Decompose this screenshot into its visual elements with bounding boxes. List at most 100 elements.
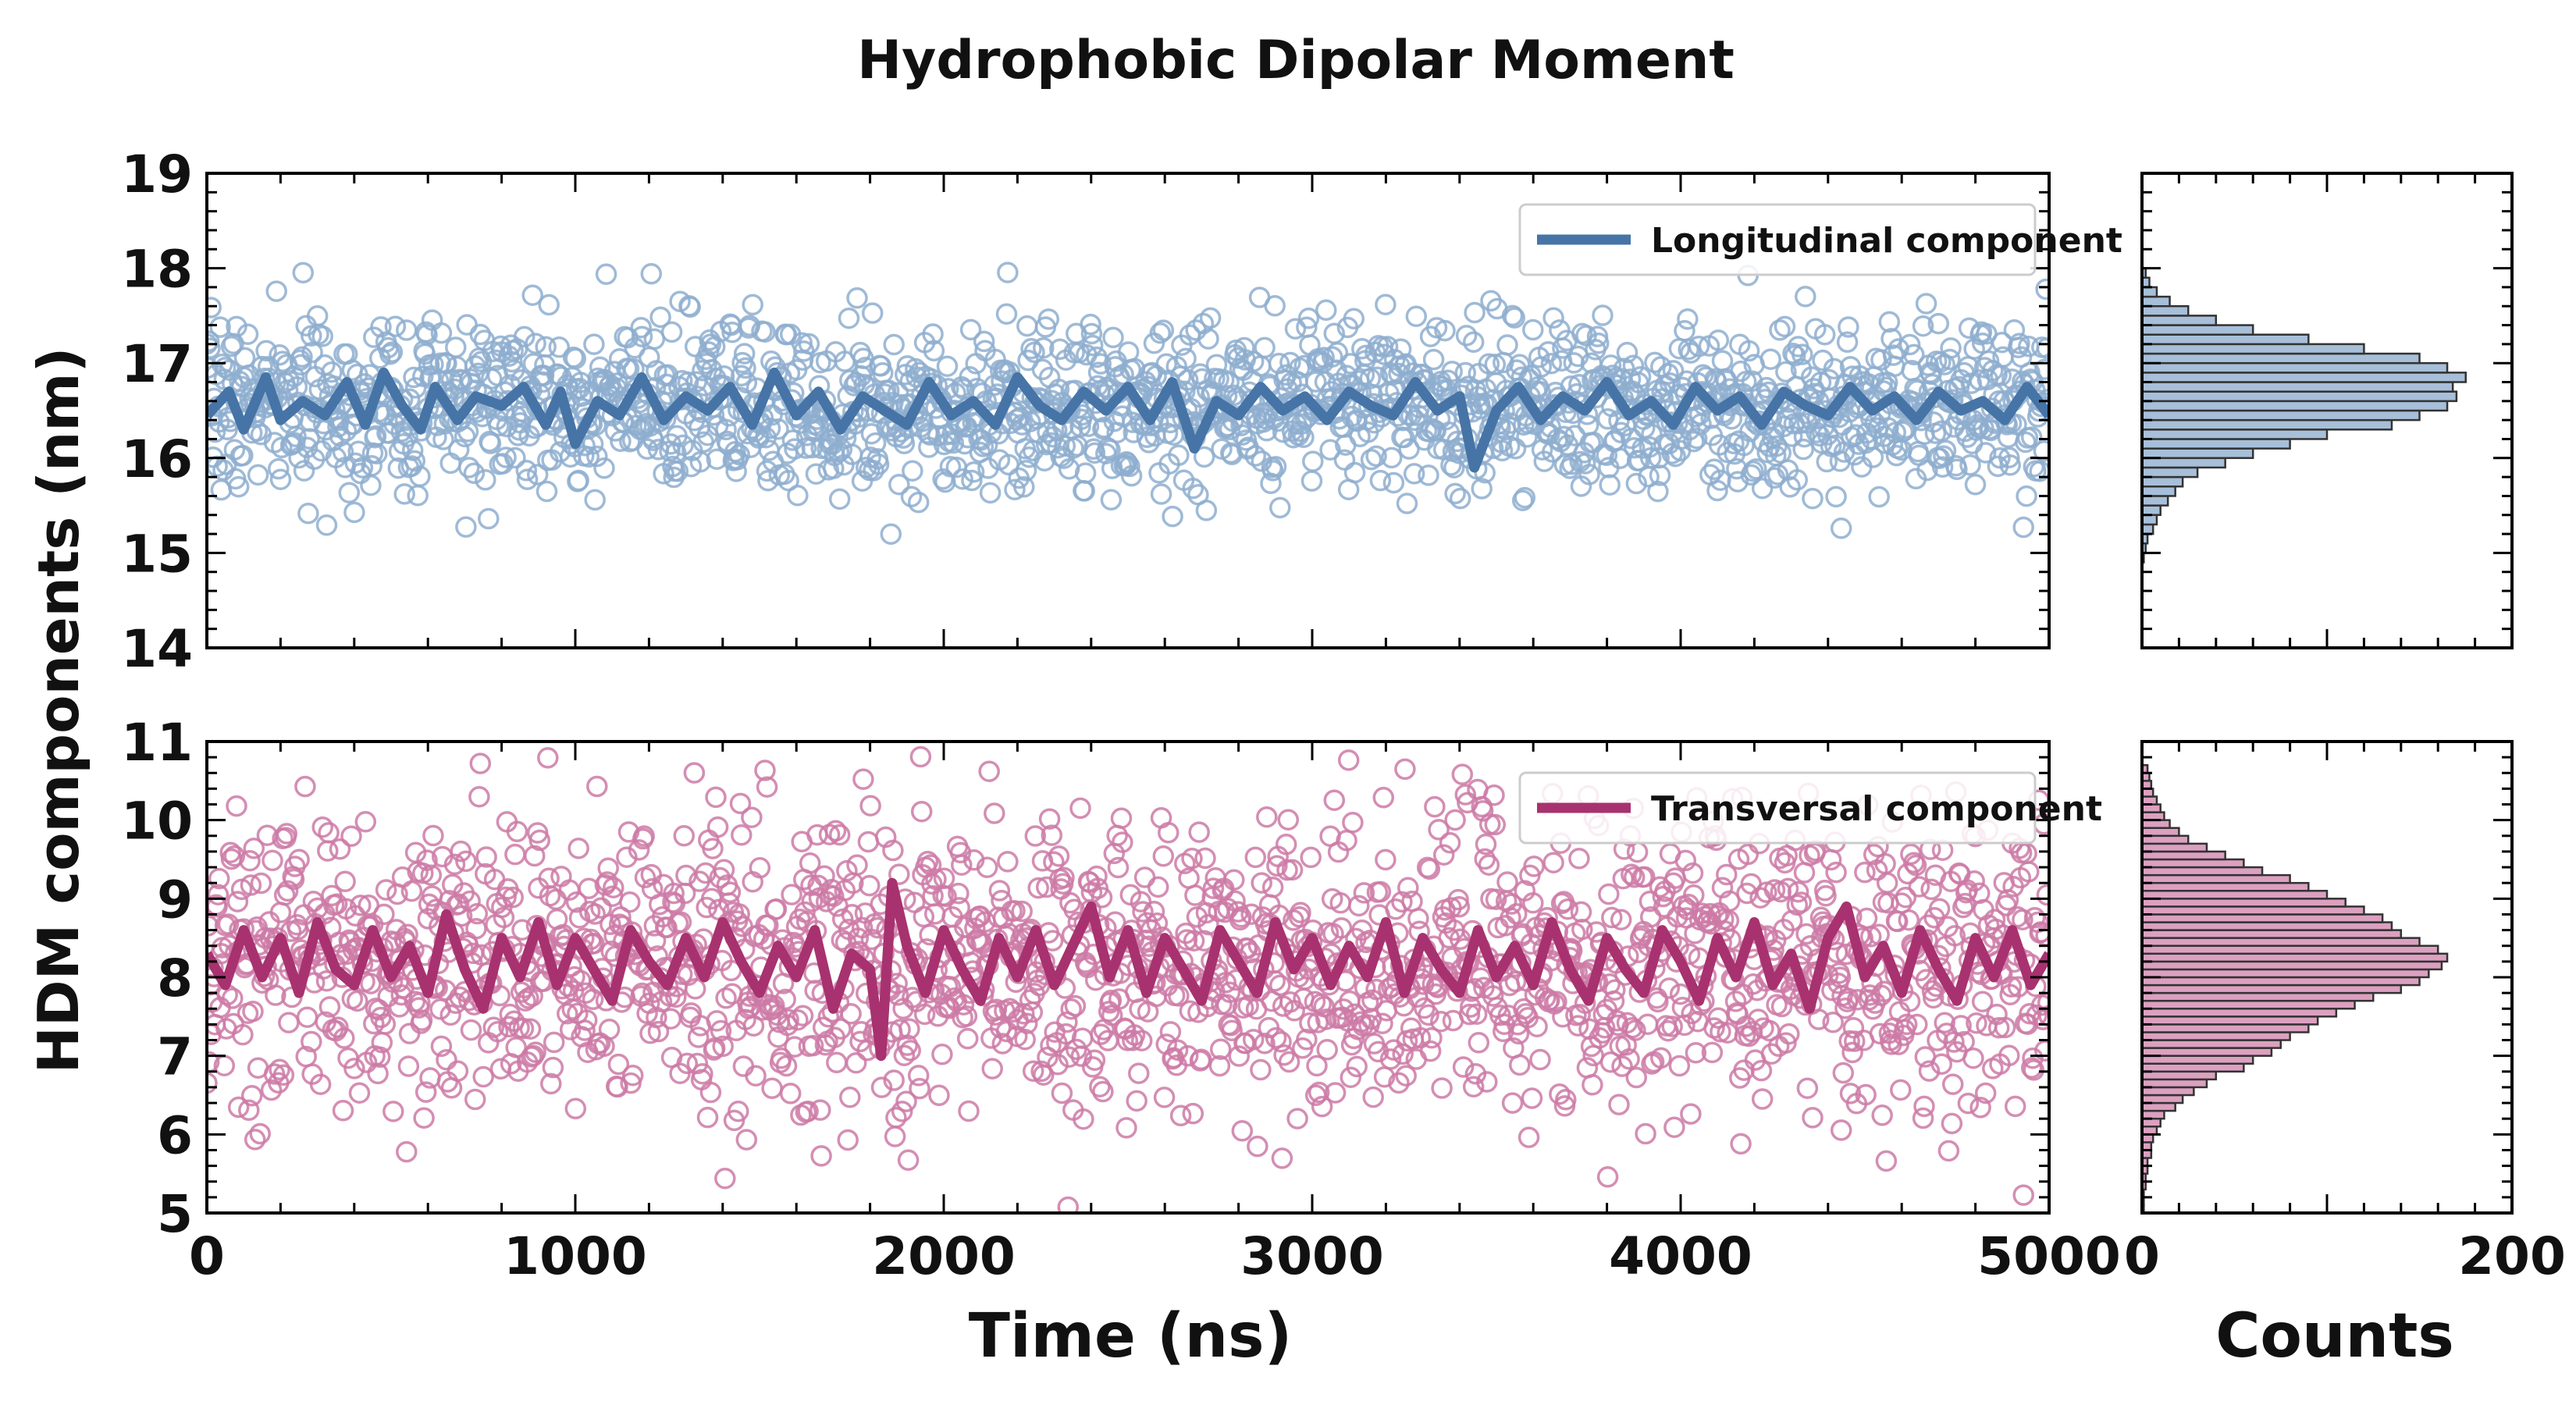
- data-point: [1680, 1103, 1702, 1125]
- data-point: [1090, 1023, 1112, 1045]
- histogram-bar: [2140, 457, 2226, 469]
- data-point: [1027, 877, 1049, 899]
- data-point: [1501, 1092, 1524, 1114]
- data-point: [412, 862, 434, 884]
- data-point: [1796, 1077, 1819, 1099]
- data-point: [488, 414, 510, 437]
- data-point: [1130, 1030, 1153, 1051]
- data-point: [823, 885, 845, 907]
- data-point: [262, 849, 283, 872]
- data-point: [1998, 1044, 2020, 1067]
- data-point: [375, 879, 397, 901]
- data-point: [207, 337, 221, 359]
- data-point: [516, 468, 539, 490]
- data-point: [1337, 749, 1360, 771]
- data-point: [1825, 861, 1847, 884]
- data-point: [1418, 1004, 1439, 1026]
- data-point: [363, 1012, 385, 1035]
- data-point: [621, 1064, 644, 1087]
- data-point: [1372, 1012, 1393, 1034]
- data-point: [1096, 376, 1118, 398]
- data-point: [1478, 353, 1500, 375]
- y-tick-label: 17: [121, 334, 193, 394]
- data-point: [2023, 1059, 2045, 1081]
- data-point: [1228, 1045, 1251, 1067]
- data-point: [1048, 379, 1070, 400]
- data-point: [223, 845, 246, 867]
- data-point: [902, 460, 923, 482]
- data-point: [777, 469, 799, 492]
- data-point: [393, 483, 415, 505]
- data-point: [1379, 1048, 1402, 1070]
- data-point: [1890, 1079, 1912, 1101]
- data-point: [1360, 448, 1382, 471]
- data-point: [535, 336, 557, 358]
- histogram-bar: [2140, 858, 2245, 869]
- data-point: [1941, 1073, 1964, 1095]
- data-point: [1661, 1016, 1683, 1037]
- data-point: [233, 347, 256, 369]
- data-point: [1662, 360, 1685, 382]
- data-point: [242, 1000, 264, 1023]
- data-point: [1424, 795, 1446, 818]
- data-point: [1462, 1076, 1485, 1098]
- data-point: [332, 1100, 354, 1122]
- data-point: [1964, 474, 1987, 496]
- data-point: [297, 503, 319, 525]
- data-point: [1496, 334, 1518, 356]
- data-point: [683, 762, 706, 784]
- data-point: [995, 1020, 1018, 1043]
- data-point: [1701, 1041, 1724, 1064]
- data-point: [1254, 1033, 1276, 1055]
- data-point: [269, 468, 292, 490]
- histogram-bar: [2140, 952, 2449, 963]
- data-point: [2035, 278, 2049, 301]
- histogram-bars: [2140, 267, 2467, 564]
- histogram-bar: [2140, 286, 2158, 298]
- data-point: [338, 482, 361, 503]
- data-point: [729, 792, 752, 815]
- x-tick-label: 5000: [1977, 1226, 2121, 1286]
- data-point: [1571, 918, 1593, 941]
- data-point: [1751, 1088, 1774, 1110]
- data-point: [673, 825, 696, 847]
- data-point: [891, 1101, 913, 1122]
- data-point: [676, 1052, 699, 1075]
- data-point: [1244, 445, 1267, 467]
- data-point: [1778, 1023, 1800, 1045]
- data-point: [1668, 1055, 1691, 1077]
- data-point: [207, 330, 220, 352]
- data-point: [1756, 881, 1777, 903]
- data-point: [1912, 315, 1934, 337]
- data-point: [1315, 1008, 1337, 1030]
- data-point: [1073, 480, 1095, 502]
- data-point: [373, 903, 395, 926]
- data-point: [1647, 480, 1669, 503]
- data-point: [647, 1020, 670, 1043]
- histogram-x-tick-label: 200: [2458, 1226, 2566, 1286]
- data-point: [1650, 1047, 1672, 1069]
- data-point: [343, 1058, 365, 1080]
- data-point: [2020, 1057, 2043, 1079]
- data-point: [1844, 1030, 1866, 1052]
- data-point: [1176, 1044, 1199, 1067]
- data-point: [1231, 424, 1254, 446]
- data-point: [909, 1077, 930, 1100]
- data-point: [830, 1018, 852, 1040]
- data-point: [226, 795, 247, 817]
- data-point: [368, 1046, 391, 1069]
- data-point: [1143, 901, 1165, 923]
- data-point: [1348, 895, 1370, 917]
- data-point: [1254, 336, 1276, 359]
- data-point: [1854, 861, 1876, 884]
- histogram-bar: [2140, 881, 2310, 892]
- data-point: [1202, 877, 1225, 899]
- data-point: [758, 439, 780, 461]
- data-point: [315, 514, 338, 536]
- data-point: [479, 432, 502, 454]
- data-point: [1774, 315, 1796, 338]
- histogram-bar: [2140, 873, 2291, 884]
- data-point: [574, 1019, 596, 1041]
- data-point: [1954, 892, 1976, 915]
- data-point: [706, 1010, 728, 1032]
